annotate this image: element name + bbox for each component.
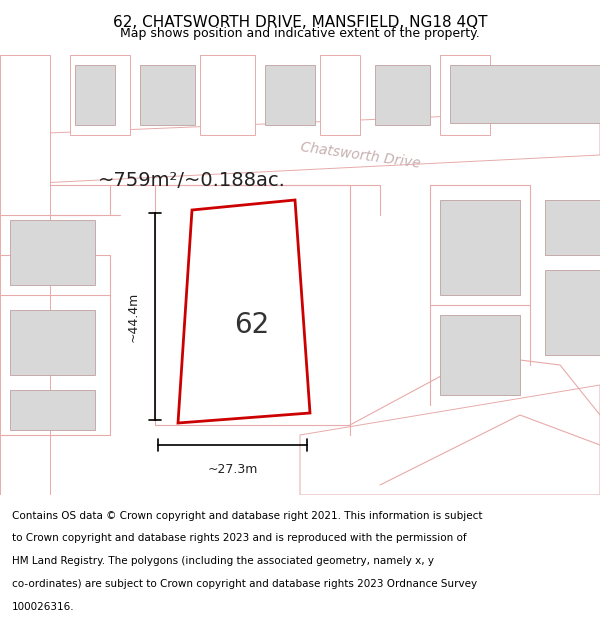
Polygon shape — [75, 65, 115, 125]
Polygon shape — [300, 385, 600, 495]
Polygon shape — [10, 310, 95, 375]
Text: HM Land Registry. The polygons (including the associated geometry, namely x, y: HM Land Registry. The polygons (includin… — [12, 556, 434, 566]
Text: ~759m²/~0.188ac.: ~759m²/~0.188ac. — [98, 171, 286, 189]
Polygon shape — [10, 390, 95, 430]
Text: 100026316.: 100026316. — [12, 602, 74, 612]
Text: ~27.3m: ~27.3m — [208, 462, 257, 476]
Text: 62, CHATSWORTH DRIVE, MANSFIELD, NG18 4QT: 62, CHATSWORTH DRIVE, MANSFIELD, NG18 4Q… — [113, 16, 487, 31]
Text: Map shows position and indicative extent of the property.: Map shows position and indicative extent… — [120, 27, 480, 39]
Text: co-ordinates) are subject to Crown copyright and database rights 2023 Ordnance S: co-ordinates) are subject to Crown copyr… — [12, 579, 477, 589]
Polygon shape — [215, 350, 265, 400]
Polygon shape — [545, 200, 600, 255]
Text: Contains OS data © Crown copyright and database right 2021. This information is : Contains OS data © Crown copyright and d… — [12, 511, 482, 521]
Polygon shape — [450, 65, 600, 123]
Polygon shape — [70, 55, 130, 135]
Polygon shape — [545, 270, 600, 355]
Polygon shape — [140, 65, 195, 125]
Polygon shape — [10, 220, 95, 285]
Polygon shape — [440, 55, 490, 135]
Polygon shape — [215, 255, 290, 335]
Polygon shape — [178, 200, 310, 423]
Text: Chatsworth Drive: Chatsworth Drive — [299, 139, 421, 171]
Text: ~44.4m: ~44.4m — [127, 291, 140, 342]
Polygon shape — [265, 65, 315, 125]
Polygon shape — [375, 65, 430, 125]
Polygon shape — [0, 110, 600, 185]
Text: 62: 62 — [235, 311, 269, 339]
Polygon shape — [0, 55, 50, 495]
Text: to Crown copyright and database rights 2023 and is reproduced with the permissio: to Crown copyright and database rights 2… — [12, 533, 467, 543]
Polygon shape — [200, 55, 255, 135]
Polygon shape — [440, 200, 520, 295]
Polygon shape — [440, 315, 520, 395]
Polygon shape — [320, 55, 360, 135]
